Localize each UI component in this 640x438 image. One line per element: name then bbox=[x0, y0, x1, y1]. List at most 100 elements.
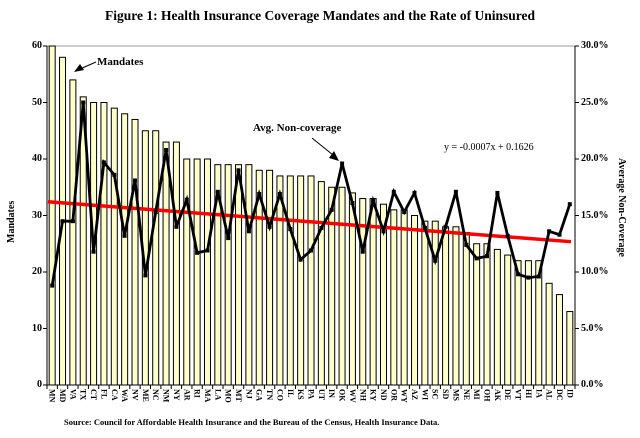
line-marker-NJ bbox=[246, 229, 251, 234]
x-axis-category-label: NE bbox=[461, 389, 471, 401]
line-marker-GA bbox=[257, 192, 262, 196]
noncoverage-arrow-head bbox=[329, 151, 339, 161]
line-marker-NV bbox=[133, 178, 137, 183]
line-marker-DE bbox=[505, 233, 510, 238]
line-marker-AZ bbox=[412, 190, 417, 195]
x-axis-category-label: NM bbox=[161, 389, 171, 403]
x-axis-category-label: VT bbox=[513, 389, 523, 401]
line-marker-ND bbox=[381, 229, 386, 234]
bar-FL bbox=[100, 102, 108, 386]
right-axis-title: Average Non-Coverage bbox=[616, 158, 627, 257]
x-axis-category-label: KY bbox=[368, 389, 378, 401]
x-axis-category-label: TN bbox=[265, 389, 275, 401]
bar-NJ bbox=[245, 164, 253, 386]
line-marker-NH bbox=[360, 249, 365, 254]
line-marker-VA bbox=[70, 219, 75, 224]
x-axis-category-label: CO bbox=[275, 389, 285, 401]
x-axis-category-label: MI bbox=[472, 389, 482, 400]
line-marker-OR bbox=[391, 189, 396, 194]
line-marker-IA bbox=[536, 274, 541, 279]
x-axis-category-label: DE bbox=[503, 389, 513, 401]
x-axis-category-label: FL bbox=[99, 389, 109, 400]
bar-MO bbox=[224, 164, 232, 386]
bar-NV bbox=[131, 118, 139, 386]
x-axis-category-label: TX bbox=[78, 389, 88, 401]
x-axis-category-label: WA bbox=[120, 389, 130, 402]
bar-MT bbox=[235, 164, 243, 386]
x-axis-category-label: WI bbox=[420, 389, 430, 401]
x-axis-category-label: NH bbox=[358, 389, 368, 401]
x-axis-category-label: SC bbox=[430, 389, 440, 400]
x-axis-category-label: MO bbox=[223, 389, 233, 403]
x-axis-category-label: AZ bbox=[410, 389, 419, 401]
bar-OH bbox=[483, 243, 491, 386]
x-axis-category-label: IL bbox=[285, 389, 295, 398]
x-axis-category-label: AK bbox=[492, 389, 502, 401]
line-marker-UT bbox=[319, 225, 324, 230]
x-axis-category-label: UT bbox=[316, 389, 326, 401]
x-axis-category-label: OK bbox=[337, 389, 347, 402]
bar-UT bbox=[317, 181, 325, 386]
line-marker-KS bbox=[298, 257, 303, 262]
bar-WI bbox=[421, 220, 429, 386]
bar-VA bbox=[69, 79, 77, 386]
x-axis-category-label: PA bbox=[306, 389, 316, 400]
line-marker-MA bbox=[205, 248, 210, 253]
line-marker-IL bbox=[288, 227, 293, 232]
line-marker-SC bbox=[433, 258, 438, 263]
bar-DC bbox=[555, 294, 563, 386]
noncoverage-arrow-line bbox=[311, 137, 334, 156]
left-axis-title: Mandates bbox=[6, 200, 17, 243]
bar-TN bbox=[266, 169, 274, 386]
x-axis-category-label: MA bbox=[203, 389, 212, 403]
x-axis-category-label: CA bbox=[109, 389, 119, 401]
bar-NY bbox=[172, 141, 180, 386]
x-axis-category-label: ID bbox=[565, 389, 575, 398]
source-note: Source: Council for Affordable Health In… bbox=[64, 417, 440, 427]
bar-OK bbox=[338, 186, 346, 386]
x-axis-category-label: MD bbox=[58, 389, 67, 403]
bar-DE bbox=[504, 254, 512, 386]
left-axis-tick-label: 0 bbox=[37, 379, 42, 390]
x-axis-category-label: AR bbox=[182, 389, 192, 401]
line-marker-FL bbox=[101, 160, 106, 165]
x-axis-category-label: OR bbox=[389, 389, 399, 401]
line-marker-HI bbox=[526, 275, 531, 280]
bar-WA bbox=[121, 113, 129, 386]
mandates-annotation: Mandates bbox=[97, 56, 144, 68]
line-marker-MS bbox=[453, 189, 458, 194]
line-marker-MI bbox=[474, 256, 479, 261]
line-marker-WA bbox=[122, 233, 127, 238]
bar-CA bbox=[110, 107, 118, 386]
x-axis-category-label: LA bbox=[213, 389, 223, 401]
bar-NE bbox=[462, 231, 470, 386]
right-axis-tick-label: 30.0% bbox=[581, 40, 609, 51]
line-marker-OK bbox=[340, 161, 345, 166]
x-axis-category-label: ND bbox=[379, 389, 388, 401]
mandates-arrow-head bbox=[74, 64, 84, 72]
line-marker-WY bbox=[402, 210, 407, 215]
x-axis-category-label: KS bbox=[296, 389, 306, 400]
line-marker-NC bbox=[153, 210, 158, 215]
left-axis-tick-label: 10 bbox=[32, 322, 42, 334]
bar-AK bbox=[493, 248, 501, 386]
bar-ID bbox=[566, 311, 574, 386]
x-axis-category-label: WY bbox=[399, 389, 409, 403]
x-axis-category-label: NV bbox=[130, 389, 140, 401]
x-axis-category-label: HI bbox=[523, 389, 533, 399]
left-axis-tick-label: 60 bbox=[32, 40, 42, 51]
bar-RI bbox=[193, 158, 201, 386]
bar-AR bbox=[183, 158, 191, 386]
line-marker-RI bbox=[195, 250, 200, 255]
bar-VT bbox=[514, 260, 522, 386]
bar-WY bbox=[400, 209, 408, 386]
line-marker-KY bbox=[371, 198, 376, 203]
line-marker-MO bbox=[226, 236, 231, 241]
line-marker-ID bbox=[567, 202, 572, 207]
line-marker-MD bbox=[60, 219, 65, 224]
x-axis-category-label: WV bbox=[347, 389, 357, 403]
bar-IL bbox=[286, 175, 294, 386]
bar-AL bbox=[545, 282, 553, 386]
right-axis-tick-label: 5.0% bbox=[581, 322, 604, 334]
